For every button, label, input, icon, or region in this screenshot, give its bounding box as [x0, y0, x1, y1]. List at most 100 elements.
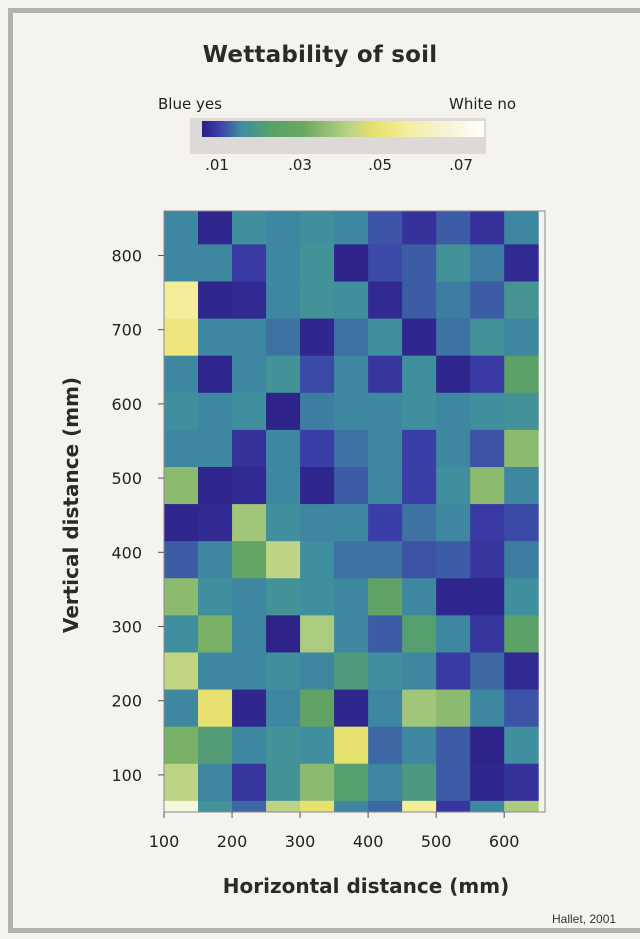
- heatmap-cell: [402, 652, 437, 691]
- heatmap-cell: [334, 800, 369, 813]
- heatmap-cell: [368, 355, 403, 394]
- heatmap-cell: [300, 578, 335, 616]
- heatmap-cell: [164, 689, 199, 728]
- heatmap-cell: [266, 800, 301, 813]
- heatmap-cell: [300, 392, 335, 431]
- x-tick-label: 500: [421, 832, 452, 851]
- x-tick-label: 200: [217, 832, 248, 851]
- heatmap-cell: [368, 726, 403, 765]
- heatmap-cell: [266, 429, 301, 468]
- heatmap-cell: [266, 392, 301, 431]
- heatmap-cell: [334, 504, 369, 542]
- heatmap-cell: [198, 726, 233, 765]
- heatmap-cell: [232, 689, 267, 728]
- colorbar-gradient: [202, 121, 484, 137]
- heatmap-cell: [232, 355, 267, 394]
- heatmap-cell: [334, 355, 369, 394]
- y-tick-label: 700: [111, 321, 142, 340]
- heatmap-cell: [504, 541, 539, 579]
- heatmap-cell: [470, 211, 505, 245]
- heatmap-cell: [232, 281, 267, 320]
- heatmap-cell: [334, 689, 369, 728]
- heatmap-cell: [402, 763, 437, 802]
- heatmap-cell: [470, 318, 505, 357]
- heatmap-cell: [436, 211, 471, 245]
- heatmap-cell: [504, 211, 539, 245]
- heatmap-cell: [368, 652, 403, 691]
- heatmap-cell: [436, 466, 471, 505]
- heatmap-cell: [470, 689, 505, 728]
- heatmap-cell: [368, 763, 403, 802]
- heatmap-cell: [402, 211, 437, 245]
- heatmap-cell: [164, 466, 199, 505]
- heatmap-cell: [334, 578, 369, 616]
- heatmap-cell: [198, 355, 233, 394]
- heatmap-cell: [436, 615, 471, 653]
- y-tick-label: 400: [111, 543, 142, 562]
- heatmap-cell: [300, 466, 335, 505]
- heatmap-cell: [436, 689, 471, 728]
- y-tick-label: 600: [111, 395, 142, 414]
- heatmap-cell: [470, 800, 505, 813]
- heatmap-cell: [232, 652, 267, 691]
- colorbar-left-label: Blue yes: [158, 95, 222, 113]
- heatmap-cell: [300, 504, 335, 542]
- heatmap-cell: [300, 541, 335, 579]
- heatmap-cell: [436, 504, 471, 542]
- heatmap-cell: [164, 429, 199, 468]
- heatmap-cell: [436, 429, 471, 468]
- heatmap-cell: [470, 504, 505, 542]
- heatmap-cell: [436, 541, 471, 579]
- heatmap-cell: [470, 541, 505, 579]
- heatmap-cell: [266, 504, 301, 542]
- heatmap-cell: [300, 211, 335, 245]
- heatmap-cell: [266, 763, 301, 802]
- heatmap-cell: [198, 541, 233, 579]
- heatmap-cell: [368, 615, 403, 653]
- heatmap-cell: [436, 652, 471, 691]
- heatmap-cell: [504, 281, 539, 320]
- heatmap-cell: [300, 615, 335, 653]
- heatmap-cell: [402, 726, 437, 765]
- heatmap-cell: [436, 800, 471, 813]
- heatmap-cell: [402, 355, 437, 394]
- plot-border: [163, 210, 546, 813]
- heatmap-cell: [470, 763, 505, 802]
- heatmap-cell: [504, 726, 539, 765]
- heatmap-cell: [300, 763, 335, 802]
- heatmap-cell: [232, 211, 267, 245]
- heatmap-cell: [198, 281, 233, 320]
- heatmap-cell: [164, 281, 199, 320]
- heatmap-cell: [504, 466, 539, 505]
- x-axis-label: Horizontal distance (mm): [223, 874, 509, 898]
- heatmap-cell: [232, 763, 267, 802]
- heatmap-cell: [470, 615, 505, 653]
- heatmap-cell: [164, 318, 199, 357]
- colorbar-tick-label: .07: [449, 156, 473, 174]
- colorbar-tick-label: .01: [205, 156, 229, 174]
- x-tick-label: 600: [489, 832, 520, 851]
- heatmap-cell: [402, 318, 437, 357]
- heatmap-cell: [300, 429, 335, 468]
- heatmap-cell: [266, 244, 301, 282]
- heatmap-cell: [232, 429, 267, 468]
- heatmap-cell: [334, 244, 369, 282]
- heatmap-cell: [232, 318, 267, 357]
- heatmap-cell: [368, 800, 403, 813]
- heatmap-cell: [334, 466, 369, 505]
- heatmap-cell: [266, 355, 301, 394]
- heatmap-cell: [504, 689, 539, 728]
- heatmap-cell: [266, 652, 301, 691]
- heatmap-cell: [368, 429, 403, 468]
- x-tick-label: 300: [285, 832, 316, 851]
- heatmap-cell: [334, 429, 369, 468]
- heatmap-cell: [198, 429, 233, 468]
- colorbar-tick-label: .03: [288, 156, 312, 174]
- heatmap-cell: [368, 244, 403, 282]
- heatmap-cell: [470, 652, 505, 691]
- heatmap-cell: [164, 504, 199, 542]
- heatmap-cell: [368, 504, 403, 542]
- heatmap-cell: [436, 726, 471, 765]
- x-tick-label: 400: [353, 832, 384, 851]
